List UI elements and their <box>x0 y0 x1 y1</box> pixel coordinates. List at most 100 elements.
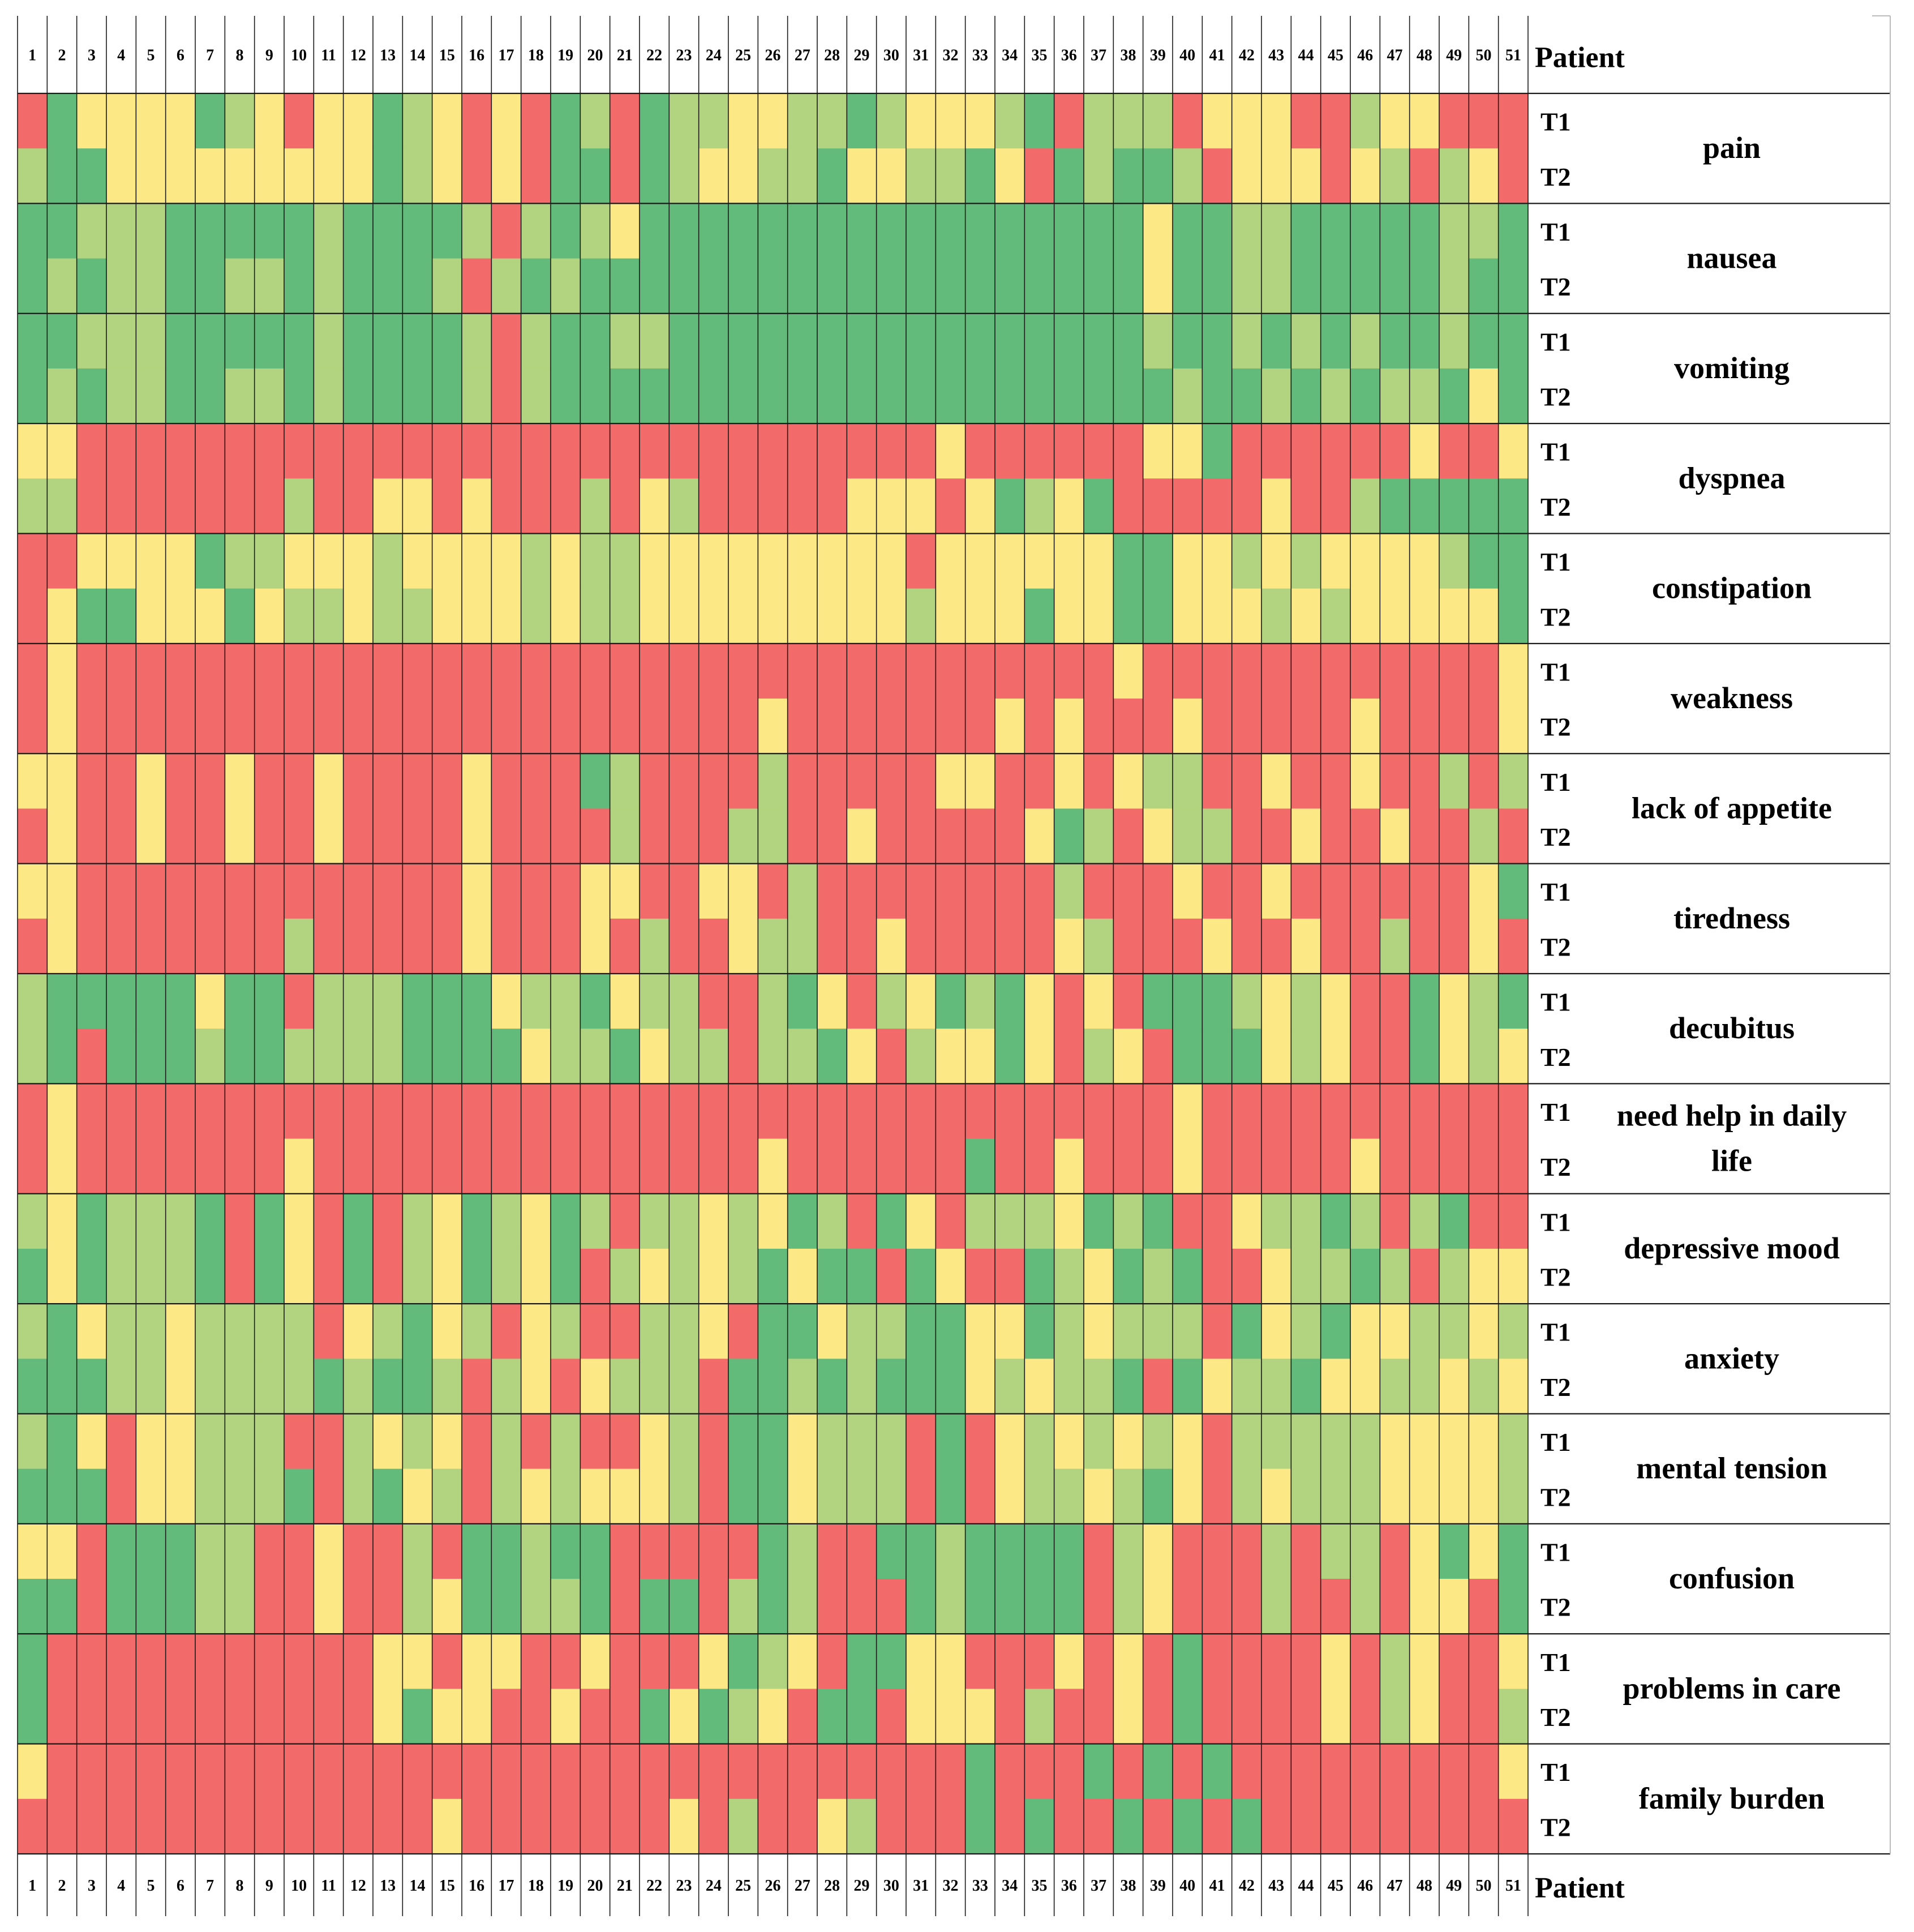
heatmap-cell-mental-tension-T2-p21 <box>610 1468 640 1524</box>
heatmap-cell-need-help-in-daily-life-T2-p27 <box>787 1138 818 1194</box>
heatmap-cell-lack-of-appetite-T1-p10 <box>284 753 314 809</box>
heatmap-cell-confusion-T1-p23 <box>669 1523 699 1579</box>
heatmap-cell-mental-tension-T2-p2 <box>47 1468 78 1524</box>
heatmap-cell-nausea-T2-p28 <box>817 258 847 314</box>
heatmap-cell-anxiety-T1-p20 <box>580 1304 611 1359</box>
heatmap-cell-anxiety-T1-p45 <box>1320 1304 1351 1359</box>
heatmap-cell-constipation-T1-p3 <box>76 533 107 589</box>
heatmap-cell-weakness-T2-p39 <box>1143 699 1173 754</box>
heatmap-cell-anxiety-T1-p4 <box>106 1304 136 1359</box>
heatmap-cell-problems-in-care-T2-p33 <box>965 1689 995 1745</box>
heatmap-cell-need-help-in-daily-life-T1-p49 <box>1439 1083 1469 1140</box>
heatmap-cell-anxiety-T2-p21 <box>610 1359 640 1415</box>
patient-tick-top: 48 <box>1417 47 1432 65</box>
heatmap-cell-family-burden-T1-p48 <box>1409 1743 1440 1800</box>
heatmap-cell-mental-tension-T2-p35 <box>1024 1468 1055 1524</box>
heatmap-cell-weakness-T1-p15 <box>432 643 462 699</box>
heatmap-cell-family-burden-T2-p18 <box>521 1798 551 1854</box>
heatmap-cell-constipation-T2-p39 <box>1143 588 1173 644</box>
heatmap-cell-family-burden-T1-p50 <box>1469 1743 1499 1800</box>
heatmap-cell-family-burden-T2-p34 <box>995 1798 1025 1854</box>
heatmap-cell-mental-tension-T1-p12 <box>343 1413 374 1470</box>
heatmap-cell-nausea-T2-p8 <box>225 258 255 314</box>
heatmap-cell-lack-of-appetite-T2-p36 <box>1054 808 1084 864</box>
heatmap-cell-problems-in-care-T1-p28 <box>817 1634 847 1690</box>
heatmap-cell-decubitus-T1-p48 <box>1409 974 1440 1029</box>
heatmap-cell-dyspnea-T1-p24 <box>698 423 729 479</box>
heatmap-cell-vomiting-T2-p38 <box>1113 368 1144 424</box>
heatmap-cell-depressive-mood-T2-p8 <box>225 1248 255 1304</box>
patient-tick-top: 32 <box>943 47 959 65</box>
heatmap-cell-lack-of-appetite-T1-p32 <box>935 753 966 809</box>
heatmap-cell-dyspnea-T1-p28 <box>817 423 847 479</box>
heatmap-cell-confusion-T2-p3 <box>76 1579 107 1634</box>
heatmap-cell-weakness-T2-p37 <box>1084 699 1114 754</box>
heatmap-cell-need-help-in-daily-life-T1-p50 <box>1469 1083 1499 1140</box>
heatmap-cell-pain-T2-p4 <box>106 148 136 204</box>
heatmap-cell-mental-tension-T1-p32 <box>935 1413 966 1470</box>
heatmap-cell-family-burden-T2-p15 <box>432 1798 462 1854</box>
heatmap-cell-dyspnea-T2-p29 <box>847 478 877 534</box>
heatmap-cell-tiredness-T2-p47 <box>1380 918 1410 974</box>
heatmap-cell-dyspnea-T1-p40 <box>1173 423 1203 479</box>
heatmap-cell-lack-of-appetite-T2-p24 <box>698 808 729 864</box>
heatmap-cell-family-burden-T2-p16 <box>462 1798 492 1854</box>
heatmap-cell-dyspnea-T2-p9 <box>254 478 285 534</box>
timepoint-label-T1: T1 <box>1540 1428 1571 1457</box>
heatmap-cell-confusion-T2-p2 <box>47 1579 78 1634</box>
patient-tick-bottom: 14 <box>410 1877 426 1895</box>
heatmap-cell-constipation-T2-p23 <box>669 588 699 644</box>
timepoint-label-T1: T1 <box>1540 108 1571 136</box>
heatmap-cell-pain-T2-p10 <box>284 148 314 204</box>
heatmap-cell-depressive-mood-T1-p27 <box>787 1193 818 1249</box>
patient-tick-top: 7 <box>206 47 214 65</box>
heatmap-cell-confusion-T1-p31 <box>906 1523 936 1579</box>
heatmap-cell-anxiety-T1-p38 <box>1113 1304 1144 1359</box>
heatmap-cell-tiredness-T1-p10 <box>284 863 314 919</box>
heatmap-cell-dyspnea-T2-p8 <box>225 478 255 534</box>
heatmap-cell-anxiety-T2-p3 <box>76 1359 107 1415</box>
heatmap-cell-nausea-T2-p14 <box>402 258 433 314</box>
heatmap-cell-mental-tension-T2-p41 <box>1202 1468 1233 1524</box>
heatmap-cell-need-help-in-daily-life-T1-p12 <box>343 1083 374 1140</box>
heatmap-cell-decubitus-T2-p14 <box>402 1029 433 1084</box>
heatmap-cell-constipation-T1-p18 <box>521 533 551 589</box>
heatmap-cell-pain-T2-p26 <box>758 148 788 204</box>
heatmap-cell-decubitus-T2-p13 <box>373 1029 403 1084</box>
heatmap-cell-confusion-T1-p9 <box>254 1523 285 1579</box>
heatmap-cell-confusion-T2-p40 <box>1173 1579 1203 1634</box>
heatmap-cell-tiredness-T2-p13 <box>373 918 403 974</box>
heatmap-cell-constipation-T1-p39 <box>1143 533 1173 589</box>
heatmap-cell-anxiety-T2-p14 <box>402 1359 433 1415</box>
heatmap-cell-problems-in-care-T1-p51 <box>1498 1634 1529 1690</box>
heatmap-cell-confusion-T2-p41 <box>1202 1579 1233 1634</box>
heatmap-cell-constipation-T1-p32 <box>935 533 966 589</box>
heatmap-cell-depressive-mood-T1-p46 <box>1350 1193 1380 1249</box>
heatmap-cell-constipation-T1-p47 <box>1380 533 1410 589</box>
heatmap-cell-problems-in-care-T2-p7 <box>195 1689 225 1745</box>
heatmap-cell-nausea-T2-p50 <box>1469 258 1499 314</box>
heatmap-cell-decubitus-T1-p6 <box>165 974 196 1029</box>
heatmap-cell-dyspnea-T2-p16 <box>462 478 492 534</box>
heatmap-cell-family-burden-T2-p47 <box>1380 1798 1410 1854</box>
patient-tick-top: 36 <box>1061 47 1077 65</box>
heatmap-cell-tiredness-T1-p2 <box>47 863 78 919</box>
heatmap-cell-mental-tension-T2-p23 <box>669 1468 699 1524</box>
heatmap-cell-confusion-T2-p21 <box>610 1579 640 1634</box>
heatmap-cell-need-help-in-daily-life-T1-p22 <box>640 1083 670 1140</box>
heatmap-cell-need-help-in-daily-life-T1-p25 <box>728 1083 758 1140</box>
heatmap-cell-depressive-mood-T1-p43 <box>1261 1193 1291 1249</box>
heatmap-cell-depressive-mood-T2-p34 <box>995 1248 1025 1304</box>
heatmap-cell-anxiety-T2-p43 <box>1261 1359 1291 1415</box>
heatmap-cell-family-burden-T1-p39 <box>1143 1743 1173 1800</box>
heatmap-cell-anxiety-T1-p34 <box>995 1304 1025 1359</box>
heatmap-cell-vomiting-T1-p20 <box>580 313 611 369</box>
heatmap-cell-family-burden-T1-p38 <box>1113 1743 1144 1800</box>
heatmap-cell-depressive-mood-T1-p29 <box>847 1193 877 1249</box>
heatmap-cell-problems-in-care-T1-p19 <box>551 1634 581 1690</box>
heatmap-cell-vomiting-T1-p43 <box>1261 313 1291 369</box>
grid-lines <box>17 16 1890 1916</box>
heatmap-cell-confusion-T2-p51 <box>1498 1579 1529 1634</box>
heatmap-cell-confusion-T1-p20 <box>580 1523 611 1579</box>
heatmap-cell-nausea-T1-p26 <box>758 203 788 259</box>
